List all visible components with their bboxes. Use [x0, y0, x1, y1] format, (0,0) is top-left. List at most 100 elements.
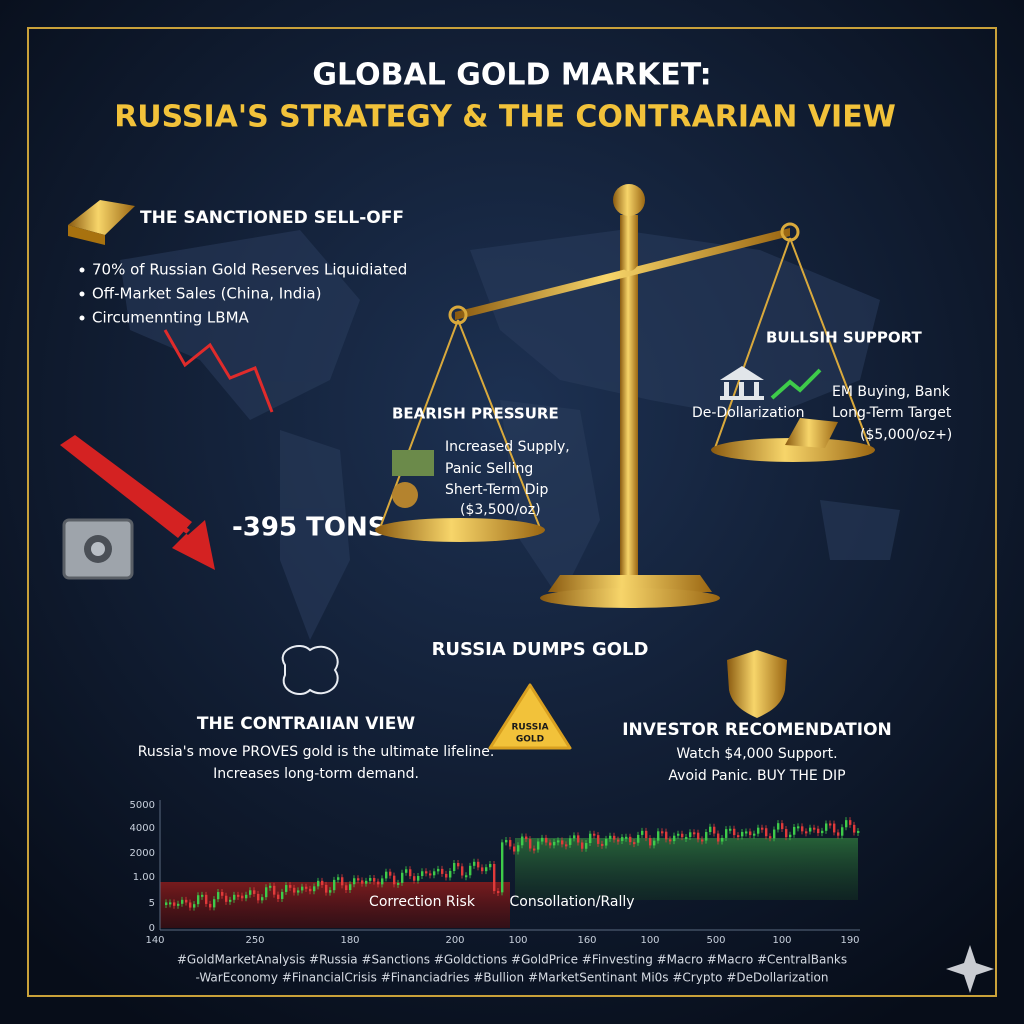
candle-body: [321, 880, 324, 885]
title: GLOBAL GOLD MARKET:: [312, 58, 711, 93]
section-heading: THE CONTRAIIAN VIEW: [197, 714, 415, 734]
candle-body: [617, 839, 620, 842]
body-text: Avoid Panic. BUY THE DIP: [668, 768, 845, 784]
candle-body: [497, 891, 500, 894]
candle-body: [797, 826, 800, 829]
candle-body: [849, 820, 852, 825]
candle-body: [765, 828, 768, 837]
candle-body: [213, 899, 216, 908]
candle-body: [661, 831, 664, 834]
candle-body: [545, 837, 548, 843]
frame: [27, 27, 997, 997]
candle-body: [657, 831, 660, 841]
candle-body: [537, 841, 540, 850]
candle-body: [857, 830, 860, 833]
candle-body: [561, 840, 564, 845]
bank-icon: [720, 366, 764, 400]
candle-body: [201, 894, 204, 897]
subtitle: RUSSIA'S STRATEGY & THE CONTRARIAN VIEW: [114, 100, 896, 135]
candle-body: [649, 838, 652, 846]
body-text: Watch $4,000 Support.: [676, 746, 837, 762]
vault-icon: [62, 518, 134, 580]
candle-body: [277, 894, 280, 899]
candle-body: [805, 831, 808, 834]
candle-body: [173, 902, 176, 906]
candle-body: [281, 891, 284, 899]
bullet-dot: [79, 291, 85, 297]
bullet-text: Off-Market Sales (China, India): [92, 285, 321, 303]
hashtags: #GoldMarketAnalysis #Russia #Sanctions #…: [177, 953, 847, 967]
gold-bar-icon: [68, 200, 135, 245]
candle-body: [461, 866, 464, 876]
bullet-dot: [79, 315, 85, 321]
candle-body: [665, 831, 668, 840]
x-axis-label: 190: [840, 935, 859, 946]
y-axis-label: 5: [149, 898, 155, 909]
candle-body: [405, 869, 408, 873]
candle-body: [257, 893, 260, 901]
candle-body: [709, 826, 712, 833]
red-arrow: [163, 329, 274, 413]
candle-body: [837, 832, 840, 836]
candle-body: [733, 828, 736, 836]
candle-body: [165, 902, 168, 905]
bullet-text: 70% of Russian Gold Reserves Liquidiated: [92, 261, 407, 279]
candle-body: [809, 827, 812, 832]
candle-body: [829, 823, 832, 826]
zone-label: Consollation/Rally: [509, 894, 634, 910]
candle-body: [237, 894, 240, 897]
body-text: Russia's move PROVES gold is the ultimat…: [138, 744, 495, 760]
candle-body: [493, 863, 496, 892]
candle-body: [669, 839, 672, 842]
candle-body: [185, 899, 188, 903]
candle-body: [721, 837, 724, 842]
candle-body: [761, 827, 764, 830]
candle-body: [713, 826, 716, 834]
candle-body: [241, 895, 244, 899]
candle-body: [769, 836, 772, 839]
candle-body: [801, 826, 804, 832]
warning-icon: [488, 683, 572, 750]
candle-body: [337, 877, 340, 880]
candle-body: [273, 885, 276, 895]
x-axis-label: 100: [508, 935, 527, 946]
candle-body: [757, 827, 760, 834]
body-text: Increased Supply,: [445, 439, 570, 455]
candle-body: [597, 835, 600, 844]
candle-body: [793, 826, 796, 835]
candle-body: [593, 833, 596, 836]
candle-body: [777, 823, 780, 830]
section-heading: INVESTOR RECOMENDATION: [622, 720, 892, 740]
candle-body: [505, 840, 508, 843]
candle-body: [513, 846, 516, 852]
candle-body: [817, 828, 820, 834]
candle-body: [845, 820, 848, 828]
candle-body: [517, 845, 520, 852]
candle-body: [293, 887, 296, 893]
candle-body: [401, 872, 404, 883]
candle-body: [221, 892, 224, 896]
candle-body: [413, 876, 416, 881]
candle-body: [673, 835, 676, 842]
candle-body: [253, 890, 256, 894]
candle-body: [821, 830, 824, 834]
gold-bars-icon: [785, 418, 838, 448]
bullet-dot: [79, 267, 85, 273]
brain-icon: [281, 645, 339, 695]
candle-body: [425, 871, 428, 874]
candle-body: [485, 867, 488, 872]
candle-body: [209, 903, 212, 908]
body-text: Panic Selling: [445, 461, 533, 477]
candle-body: [557, 840, 560, 843]
candle-body: [697, 832, 700, 840]
section-heading: BULLSIH SUPPORT: [766, 329, 922, 347]
candle-body: [653, 840, 656, 846]
candle-body: [177, 903, 180, 906]
x-axis-label: 180: [340, 935, 359, 946]
candle-body: [833, 823, 836, 833]
candle-body: [313, 886, 316, 892]
candle-body: [477, 861, 480, 868]
tons-label: -395 TONS: [232, 513, 386, 543]
candle-body: [433, 871, 436, 876]
